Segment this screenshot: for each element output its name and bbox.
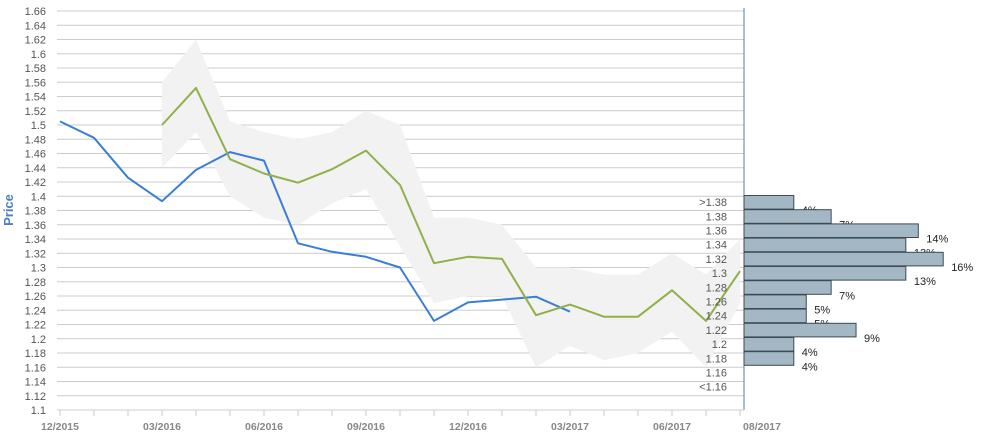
y-tick-label: 1.18 (25, 348, 46, 360)
histogram-percent-label: 4% (802, 361, 818, 373)
y-tick-label: 1.66 (25, 6, 46, 18)
y-tick-label: 1.38 (25, 206, 46, 218)
y-tick-label: 1.44 (25, 163, 46, 175)
y-tick-label: 1.4 (31, 191, 46, 203)
y-tick-label: 1.32 (25, 248, 46, 260)
histogram-bin-label: >1.38 (699, 197, 727, 209)
y-tick-label: 1.52 (25, 106, 46, 118)
y-tick-label: 1.6 (31, 49, 46, 61)
y-tick-label: 1.36 (25, 220, 46, 232)
histogram-percent-label: 13% (914, 276, 936, 288)
histogram-bin-label: 1.16 (706, 368, 727, 380)
y-tick-label: 1.22 (25, 320, 46, 332)
y-tick-label: 1.2 (31, 334, 46, 346)
histogram-bar (743, 337, 795, 352)
y-tick-label: 1.12 (25, 391, 46, 403)
histogram-bar (743, 351, 795, 366)
histogram-bin-label: <1.16 (699, 382, 727, 394)
y-tick-label: 1.62 (25, 35, 46, 47)
x-tick-label: 09/2016 (347, 421, 385, 433)
histogram-percent-label: 14% (926, 234, 948, 246)
histogram-bar (743, 251, 944, 267)
histogram-bin-label: 1.28 (706, 282, 727, 294)
y-tick-label: 1.34 (25, 234, 46, 246)
histogram-bar (743, 223, 919, 238)
histogram-percent-label: 5% (814, 305, 830, 317)
x-tick-label: 12/2016 (449, 421, 487, 433)
histogram-bin-label: 1.18 (706, 353, 727, 365)
x-tick-label: 03/2016 (143, 421, 181, 433)
y-tick-label: 1.58 (25, 63, 46, 75)
y-tick-label: 1.3 (31, 263, 46, 275)
y-tick-label: 1.24 (25, 305, 46, 317)
histogram-bin-label: 1.38 (706, 211, 727, 223)
y-tick-label: 1.48 (25, 134, 46, 146)
histogram-bar (743, 266, 907, 281)
histogram-bin-label: 1.3 (712, 268, 727, 280)
x-tick-label: 08/2017 (743, 421, 781, 433)
histogram-bin-label: 1.32 (706, 254, 727, 266)
x-tick-label: 12/2015 (41, 421, 79, 433)
histogram-percent-label: 16% (951, 262, 973, 274)
y-axis-label: Price (1, 194, 16, 226)
y-tick-label: 1.5 (31, 120, 46, 132)
histogram-bar (743, 322, 857, 338)
y-tick-label: 1.26 (25, 291, 46, 303)
histogram-bin-label: 1.26 (706, 297, 727, 309)
histogram-bin-label: 1.36 (706, 226, 727, 238)
histogram-bar (743, 237, 907, 253)
x-tick-label: 03/2017 (551, 421, 589, 433)
histogram-bin-label: 1.22 (706, 325, 727, 337)
histogram-bar (743, 294, 807, 309)
y-tick-label: 1.42 (25, 177, 46, 189)
series-line-2 (161, 86, 741, 322)
y-tick-label: 1.56 (25, 77, 46, 89)
x-tick-label: 06/2017 (653, 421, 691, 433)
histogram-percent-label: 9% (864, 333, 880, 345)
forecast-band (162, 39, 740, 368)
histogram-percent-label: 7% (839, 290, 855, 302)
histogram-bar (743, 308, 807, 324)
histogram-bar (743, 209, 832, 224)
y-tick-label: 1.54 (25, 92, 46, 104)
y-tick-label: 1.14 (25, 377, 46, 389)
x-tick-label: 06/2016 (245, 421, 283, 433)
histogram-bin-label: 1.34 (706, 240, 727, 252)
histogram-percent-label: 4% (802, 347, 818, 359)
y-tick-label: 1.16 (25, 362, 46, 374)
series-line-1 (59, 120, 571, 322)
y-tick-label: 1.1 (31, 405, 46, 417)
y-tick-label: 1.46 (25, 149, 46, 161)
histogram-bin-label: 1.24 (706, 311, 727, 323)
y-tick-label: 1.28 (25, 277, 46, 289)
histogram-bar (743, 195, 795, 210)
histogram-bin-label: 1.2 (712, 339, 727, 351)
y-tick-label: 1.64 (25, 20, 46, 32)
histogram-bar (743, 280, 832, 295)
